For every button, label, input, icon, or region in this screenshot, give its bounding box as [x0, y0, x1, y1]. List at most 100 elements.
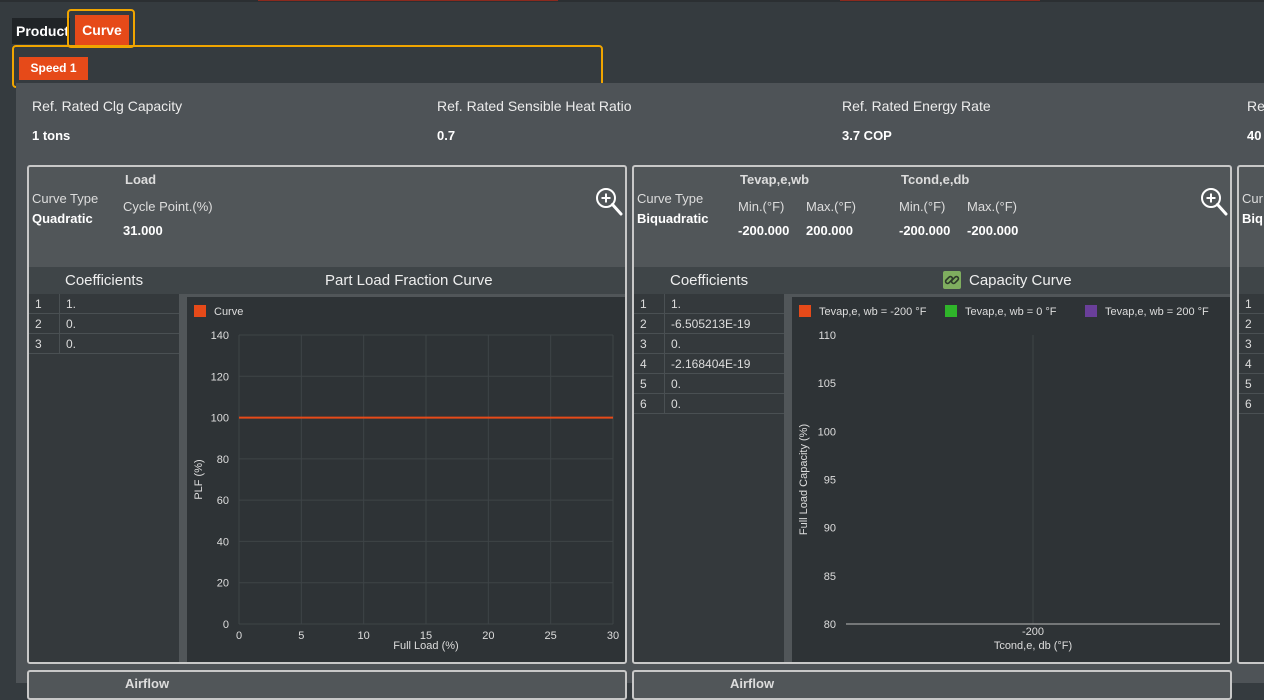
coefficients-header-bar [1239, 267, 1264, 294]
curve-type-value: Quadratic [32, 211, 93, 226]
property-label: Ref. Rated Energy Rate [842, 98, 991, 114]
partial-curve-card: Cur Biq 1 2 3 4 5 6 [1237, 165, 1264, 664]
property-value: 3.7 COP [842, 128, 892, 143]
table-row[interactable]: 5 [1239, 374, 1264, 394]
chart-title: Capacity Curve [969, 272, 1072, 289]
cycle-point-value: 31.000 [123, 223, 163, 238]
x-axis-label: Tcond,e, db (°F) [994, 640, 1072, 652]
airflow-label: Airflow [125, 676, 170, 691]
chart-title: Part Load Fraction Curve [325, 272, 493, 289]
tevap-min-label: Min.(°F) [738, 199, 785, 214]
zoom-in-icon[interactable] [1200, 187, 1228, 217]
coefficients-header-bar [29, 267, 625, 294]
airflow-card: Airflow [27, 670, 627, 700]
load-section-label: Load [125, 172, 157, 187]
curve-type-label: Curve Type [637, 191, 704, 206]
tab-curve-highlight [67, 9, 135, 48]
card-header: Curve Type Biquadratic Tevap,e,wb Min.(°… [634, 167, 1230, 267]
tevap-min-value: -200.000 [738, 223, 790, 238]
x-tick-label: 25 [545, 630, 557, 642]
property-label: Ref. Rated Clg Capacity [32, 98, 183, 114]
y-tick-label: 60 [217, 495, 229, 507]
y-tick-label: 120 [211, 371, 229, 383]
legend-label: Tevap,e, wb = 0 °F [965, 306, 1057, 318]
legend-label: Tevap,e, wb = 200 °F [1105, 306, 1209, 318]
y-axis-label: Full Load Capacity (%) [798, 424, 810, 535]
legend-swatch [1085, 305, 1097, 317]
coefficients-title: Coefficients [670, 272, 749, 289]
coefficients-header-bar [634, 267, 1230, 294]
legend-label: Curve [214, 306, 243, 318]
curve-type-value: Biquadratic [637, 211, 709, 226]
legend-swatch [799, 305, 811, 317]
table-row[interactable]: 4 -2.168404E-19 [634, 354, 784, 374]
curve-type-value: Biq [1242, 211, 1263, 226]
y-tick-label: 100 [818, 426, 836, 438]
y-axis-label: PLF (%) [193, 459, 205, 499]
curve-type-label: Cur [1242, 191, 1263, 206]
airflow-label: Airflow [730, 676, 775, 691]
x-tick-label: 5 [298, 630, 304, 642]
y-tick-label: 110 [818, 330, 836, 342]
y-tick-label: 80 [824, 619, 836, 631]
table-row[interactable]: 3 [1239, 334, 1264, 354]
y-tick-label: 85 [824, 571, 836, 583]
capacity-chart-area: Tevap,e, wb = -200 °F Tevap,e, wb = 0 °F T… [792, 297, 1230, 662]
tcond-max-value: -200.000 [967, 223, 1019, 238]
capacity-curve-card: Curve Type Biquadratic Tevap,e,wb Min.(°… [632, 165, 1232, 664]
property-value: 1 tons [32, 128, 71, 143]
tcond-min-value: -200.000 [899, 223, 951, 238]
tevap-label: Tevap,e,wb [740, 172, 810, 187]
table-row[interactable]: 3 0. [29, 334, 179, 354]
x-tick-label: -200 [1022, 626, 1044, 638]
property-value: 0.7 [437, 128, 456, 143]
x-tick-label: 15 [420, 630, 432, 642]
table-row[interactable]: 1 1. [29, 294, 179, 314]
y-tick-label: 105 [818, 378, 836, 390]
speed-1-button[interactable]: Speed 1 [19, 57, 88, 80]
tevap-max-label: Max.(°F) [806, 199, 856, 214]
card-header: Curve Type Quadratic Load Cycle Point.(%… [29, 167, 625, 267]
top-border [0, 0, 1264, 2]
property-label: Ref. Rated Sensible Heat Ratio [437, 98, 632, 114]
y-tick-label: 90 [824, 523, 836, 535]
x-tick-label: 30 [607, 630, 619, 642]
table-row[interactable]: 2 [1239, 314, 1264, 334]
table-row[interactable]: 1 [1239, 294, 1264, 314]
capacity-chart: Tevap,e, wb = -200 °F Tevap,e, wb = 0 °F T… [798, 305, 1220, 652]
table-row[interactable]: 5 0. [634, 374, 784, 394]
y-tick-label: 100 [211, 413, 229, 425]
tcond-min-label: Min.(°F) [899, 199, 946, 214]
plf-chart: Curve 0 20 40 60 80 100 120 140 0 5 10 15 20 25 30 Full … [193, 305, 619, 652]
coefficients-title: Coefficients [65, 272, 144, 289]
curve-type-label: Curve Type [32, 191, 99, 206]
table-row[interactable]: 6 [1239, 394, 1264, 414]
cycle-point-label: Cycle Point.(%) [123, 199, 213, 214]
property-value: 40 [1247, 128, 1262, 143]
coefficients-table: 1 1. 2 0. 3 0. [29, 294, 179, 662]
load-curve-card: Curve Type Quadratic Load Cycle Point.(%… [27, 165, 627, 664]
zoom-in-icon[interactable] [595, 187, 623, 217]
table-row[interactable]: 6 0. [634, 394, 784, 414]
x-axis-label: Full Load (%) [393, 640, 458, 652]
table-row[interactable]: 2 0. [29, 314, 179, 334]
table-row[interactable]: 4 [1239, 354, 1264, 374]
tcond-max-label: Max.(°F) [967, 199, 1017, 214]
legend-swatch [194, 305, 206, 317]
tcond-label: Tcond,e,db [901, 172, 970, 187]
y-tick-label: 40 [217, 536, 229, 548]
y-tick-label: 20 [217, 578, 229, 590]
x-tick-label: 10 [358, 630, 370, 642]
x-tick-label: 20 [482, 630, 494, 642]
table-row[interactable]: 2 -6.505213E-19 [634, 314, 784, 334]
link-icon[interactable] [943, 271, 961, 289]
table-row[interactable]: 3 0. [634, 334, 784, 354]
property-label: Re [1247, 98, 1264, 114]
tab-curve[interactable]: Curve [75, 15, 129, 45]
table-row[interactable]: 1 1. [634, 294, 784, 314]
legend-swatch [945, 305, 957, 317]
tevap-max-value: 200.000 [806, 223, 853, 238]
airflow-card: Airflow [632, 670, 1232, 700]
tab-product[interactable]: Product [12, 18, 70, 44]
